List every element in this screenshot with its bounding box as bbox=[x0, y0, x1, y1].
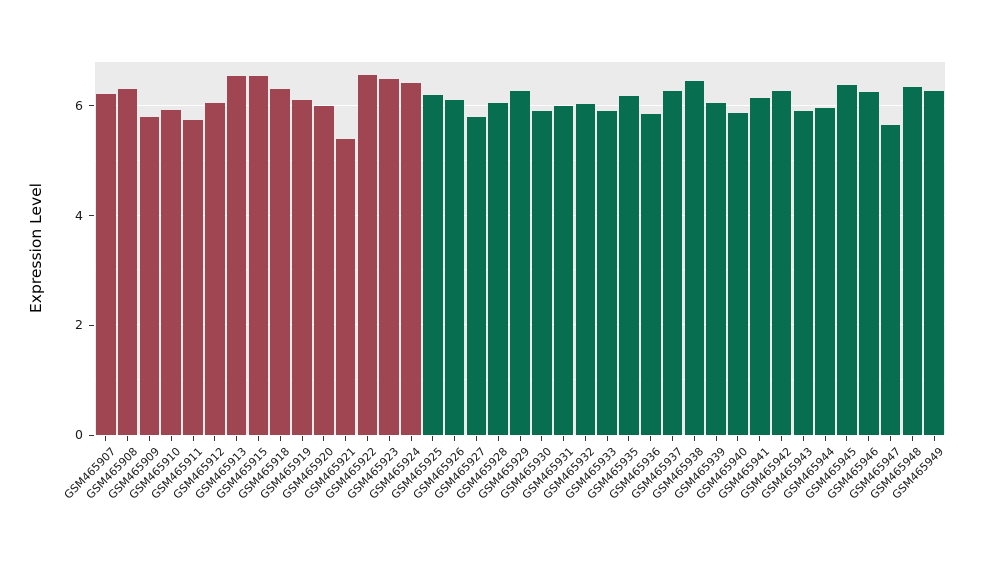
x-tick-mark bbox=[737, 436, 739, 441]
bar-GSM465908 bbox=[117, 89, 138, 435]
bar-GSM465942 bbox=[771, 90, 792, 435]
x-tick-mark bbox=[541, 436, 543, 441]
y-tick-mark bbox=[89, 105, 94, 107]
x-tick-mark bbox=[323, 436, 325, 441]
x-tick-mark bbox=[170, 436, 172, 441]
bar-GSM465923 bbox=[379, 79, 400, 435]
y-tick-mark bbox=[89, 434, 94, 436]
x-tick-mark bbox=[127, 436, 129, 441]
x-tick-mark bbox=[563, 436, 565, 441]
x-tick-mark bbox=[802, 436, 804, 441]
bar-GSM465947 bbox=[880, 125, 901, 435]
bar-GSM465927 bbox=[466, 116, 487, 435]
x-tick-mark bbox=[345, 436, 347, 441]
bar-GSM465913 bbox=[226, 75, 247, 435]
bar-GSM465939 bbox=[706, 102, 726, 435]
bar-GSM465944 bbox=[815, 107, 835, 435]
y-tick-label: 4 bbox=[75, 207, 83, 223]
bar-GSM465907 bbox=[96, 93, 116, 435]
x-tick-mark bbox=[519, 436, 521, 441]
bar-GSM465911 bbox=[183, 119, 203, 435]
bar-GSM465940 bbox=[728, 113, 748, 435]
x-tick-mark bbox=[824, 436, 826, 441]
x-tick-mark bbox=[366, 436, 368, 441]
plot-panel bbox=[95, 62, 945, 435]
bar-GSM465948 bbox=[902, 87, 923, 435]
y-axis-label: Expression Level bbox=[27, 183, 45, 313]
x-tick-mark bbox=[715, 436, 717, 441]
x-tick-mark bbox=[279, 436, 281, 441]
bar-GSM465938 bbox=[684, 81, 705, 435]
x-tick-mark bbox=[475, 436, 477, 441]
x-tick-mark bbox=[454, 436, 456, 441]
bar-GSM465928 bbox=[488, 103, 508, 435]
x-tick-mark bbox=[497, 436, 499, 441]
x-tick-mark bbox=[911, 436, 913, 441]
y-tick-mark bbox=[89, 324, 94, 326]
x-tick-mark bbox=[890, 436, 891, 441]
bar-GSM465920 bbox=[314, 105, 334, 435]
y-tick-label: 6 bbox=[75, 97, 83, 113]
x-tick-mark bbox=[628, 436, 630, 441]
bar-GSM465915 bbox=[248, 75, 269, 435]
x-tick-mark bbox=[236, 436, 238, 441]
bar-GSM465931 bbox=[553, 105, 574, 435]
bar-GSM465935 bbox=[619, 96, 639, 435]
bar-GSM465943 bbox=[793, 111, 814, 435]
bar-GSM465945 bbox=[837, 85, 857, 435]
x-tick-mark bbox=[650, 436, 652, 441]
bar-GSM465926 bbox=[444, 100, 465, 435]
bar-GSM465941 bbox=[749, 97, 770, 435]
bar-GSM465937 bbox=[662, 90, 683, 435]
y-tick-label: 2 bbox=[75, 317, 83, 333]
x-tick-mark bbox=[410, 436, 412, 441]
x-tick-mark bbox=[933, 436, 935, 441]
bar-GSM465918 bbox=[270, 89, 291, 435]
bar-GSM465925 bbox=[423, 94, 443, 435]
x-tick-mark bbox=[388, 436, 390, 441]
bar-GSM465922 bbox=[357, 75, 378, 435]
bar-GSM465919 bbox=[292, 100, 312, 435]
x-tick-mark bbox=[693, 436, 695, 441]
x-tick-mark bbox=[105, 436, 107, 441]
bar-GSM465933 bbox=[597, 111, 617, 435]
x-tick-mark bbox=[214, 436, 216, 441]
bar-GSM465930 bbox=[531, 111, 552, 435]
bar-GSM465946 bbox=[858, 92, 879, 435]
bar-GSM465924 bbox=[401, 83, 421, 435]
bar-GSM465936 bbox=[640, 113, 661, 435]
x-tick-mark bbox=[148, 436, 150, 441]
y-tick-mark bbox=[89, 215, 94, 217]
x-tick-mark bbox=[257, 436, 259, 441]
y-tick-label: 0 bbox=[75, 427, 83, 442]
x-tick-mark bbox=[846, 436, 848, 441]
x-tick-mark bbox=[192, 436, 194, 441]
x-tick-mark bbox=[301, 436, 303, 441]
bar-GSM465912 bbox=[205, 102, 225, 435]
bar-GSM465932 bbox=[575, 104, 596, 435]
bar-GSM465929 bbox=[510, 90, 530, 435]
bar-GSM465921 bbox=[335, 138, 356, 435]
bar-GSM465910 bbox=[161, 110, 182, 435]
bar-GSM465949 bbox=[924, 90, 944, 435]
x-tick-mark bbox=[868, 436, 870, 441]
x-tick-mark bbox=[759, 436, 761, 441]
x-tick-mark bbox=[432, 436, 434, 441]
x-tick-mark bbox=[584, 436, 586, 441]
bar-GSM465909 bbox=[139, 116, 160, 435]
x-tick-mark bbox=[781, 436, 783, 441]
x-tick-mark bbox=[672, 436, 674, 441]
x-tick-mark bbox=[606, 436, 608, 441]
